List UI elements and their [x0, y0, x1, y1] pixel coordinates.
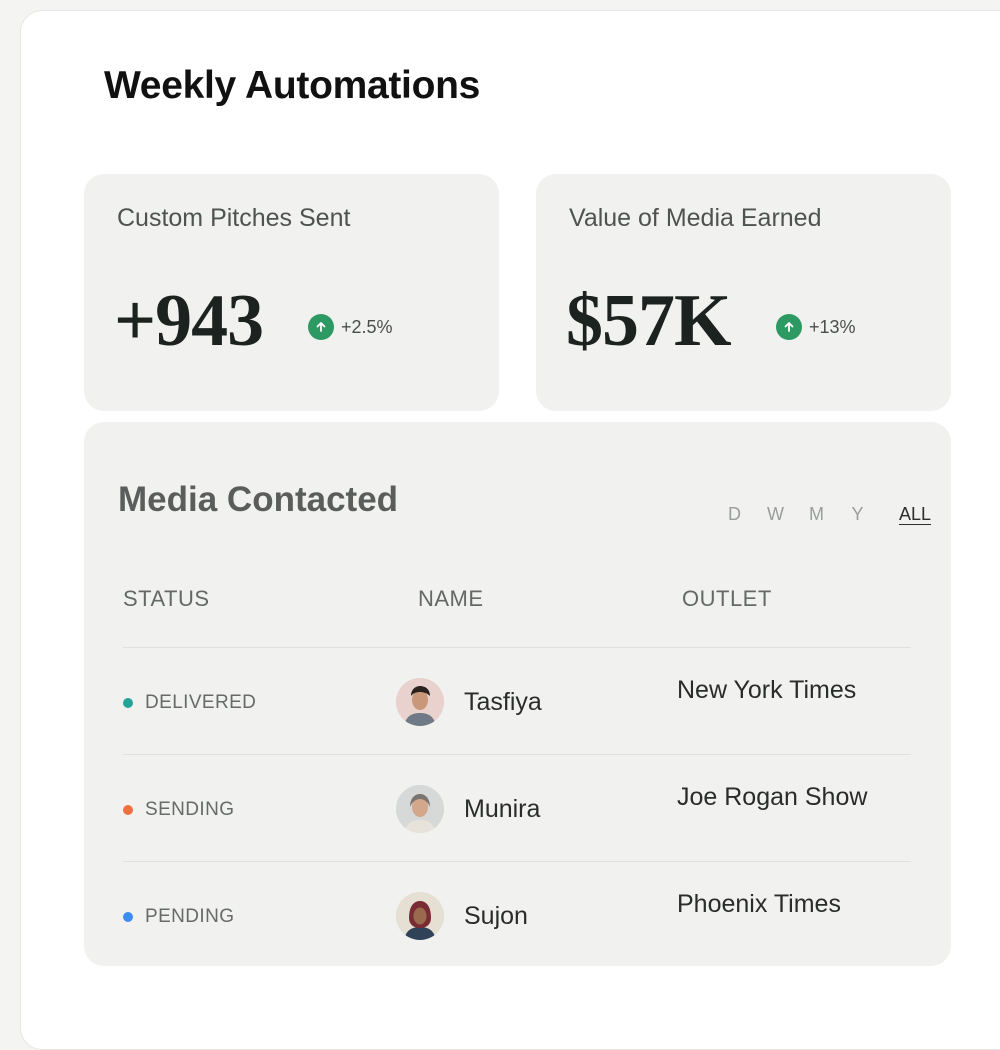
column-header-status[interactable]: STATUS [123, 586, 210, 611]
status-dot-icon [123, 805, 133, 815]
outlet-name: Joe Rogan Show [677, 783, 868, 811]
avatar-icon [396, 892, 444, 940]
stat-change: +13% [776, 314, 856, 340]
filter-day[interactable]: D [728, 504, 741, 524]
contact-name: Sujon [464, 901, 528, 930]
time-filter: D W M Y ALL [714, 504, 944, 525]
media-contacted-card: Media Contacted D W M Y ALL STATUS NAME … [84, 422, 951, 966]
contact: Tasfiya [396, 678, 542, 726]
stat-value: +943 [114, 280, 264, 362]
outlet-name: New York Times [677, 676, 857, 704]
avatar-icon [396, 785, 444, 833]
status-label: DELIVERED [145, 692, 257, 713]
table-row[interactable]: SENDING Munira Joe Rogan Show [123, 754, 911, 862]
arrow-up-icon [308, 314, 334, 340]
stat-value: $57K [566, 280, 732, 362]
filter-all[interactable]: ALL [898, 504, 932, 524]
column-header-name[interactable]: NAME [418, 586, 484, 611]
section-title: Media Contacted [118, 480, 399, 519]
table-row[interactable]: PENDING Sujon Phoenix Times [123, 861, 911, 969]
status-badge: PENDING [123, 906, 234, 928]
filter-week[interactable]: W [767, 504, 784, 524]
status-badge: SENDING [123, 799, 234, 821]
page-title: Weekly Automations [104, 64, 481, 107]
contact: Sujon [396, 892, 528, 940]
status-dot-icon [123, 698, 133, 708]
status-badge: DELIVERED [123, 692, 256, 714]
table-row[interactable]: DELIVERED Tasfiya New York Times [123, 647, 911, 755]
stat-label: Custom Pitches Sent [117, 204, 351, 232]
contact-name: Munira [464, 794, 541, 823]
stat-card-pitches[interactable]: Custom Pitches Sent +943 +2.5% [84, 174, 499, 411]
contact: Munira [396, 785, 540, 833]
arrow-up-icon [776, 314, 802, 340]
column-header-outlet[interactable]: OUTLET [682, 586, 772, 611]
outlet-name: Phoenix Times [677, 890, 841, 918]
stat-change-value: +13% [809, 316, 856, 337]
filter-month[interactable]: M [809, 504, 824, 524]
stat-label: Value of Media Earned [569, 204, 822, 232]
stat-change-value: +2.5% [341, 316, 393, 337]
stat-card-media-value[interactable]: Value of Media Earned $57K +13% [536, 174, 951, 411]
avatar-icon [396, 678, 444, 726]
status-label: SENDING [145, 799, 235, 820]
contact-name: Tasfiya [464, 687, 542, 716]
status-label: PENDING [145, 906, 235, 927]
status-dot-icon [123, 912, 133, 922]
stat-change: +2.5% [308, 314, 393, 340]
filter-year[interactable]: Y [851, 504, 864, 524]
